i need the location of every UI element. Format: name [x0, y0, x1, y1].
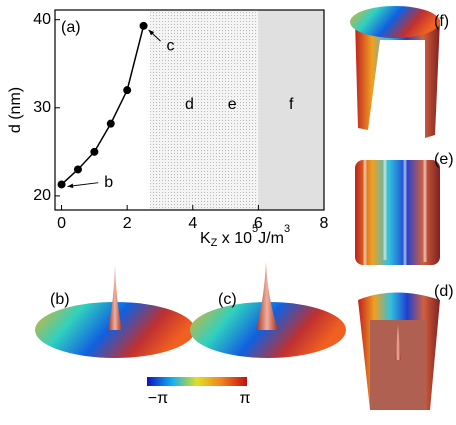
data-point — [58, 180, 66, 188]
x-tick-label: 2 — [123, 215, 132, 232]
panel-label: (c) — [218, 291, 237, 308]
panel-label: (f) — [434, 13, 449, 30]
region-label: d — [185, 96, 194, 113]
x-axis-label-part: 3 — [284, 223, 290, 235]
y-tick-label: 20 — [33, 187, 51, 204]
panel-label: (b) — [50, 291, 70, 308]
data-point — [90, 148, 98, 156]
data-point — [140, 22, 148, 30]
x-tick-label: 8 — [320, 215, 329, 232]
figure: def02468203040(a)d (nm)KZ x 105J/m3bc −π… — [0, 0, 456, 420]
render-c — [190, 262, 346, 358]
colorbar — [147, 377, 247, 386]
arrow-head — [68, 183, 74, 188]
annotation: b — [104, 174, 113, 191]
colorbar-min: −π — [148, 390, 168, 407]
data-point — [74, 165, 82, 173]
render-e — [355, 155, 440, 265]
x-axis-label-part: x 10 — [217, 230, 252, 247]
colorbar-max: π — [239, 390, 250, 407]
panel-label: (a) — [61, 19, 81, 36]
x-axis-label-part: K — [200, 230, 211, 247]
data-line — [62, 26, 144, 185]
panel-label: (e) — [434, 151, 454, 168]
y-tick-label: 40 — [33, 11, 51, 28]
annotation: c — [167, 37, 175, 54]
render-b — [35, 265, 195, 358]
render-f — [350, 6, 440, 138]
y-axis-label: d (nm) — [7, 87, 24, 133]
x-tick-label: 0 — [57, 215, 66, 232]
y-tick-label: 30 — [33, 99, 51, 116]
page: def02468203040(a)d (nm)KZ x 105J/m3bc −π… — [0, 0, 456, 425]
data-point — [107, 120, 115, 128]
panel-label: (d) — [434, 283, 454, 300]
render-d — [358, 293, 440, 411]
x-axis-label: KZ x 105J/m3 — [200, 223, 290, 249]
region-label: e — [228, 96, 237, 113]
data-point — [123, 86, 131, 94]
x-tick-label: 4 — [188, 215, 197, 232]
x-axis-label-part: J/m — [258, 230, 284, 247]
region-label: f — [289, 96, 294, 113]
